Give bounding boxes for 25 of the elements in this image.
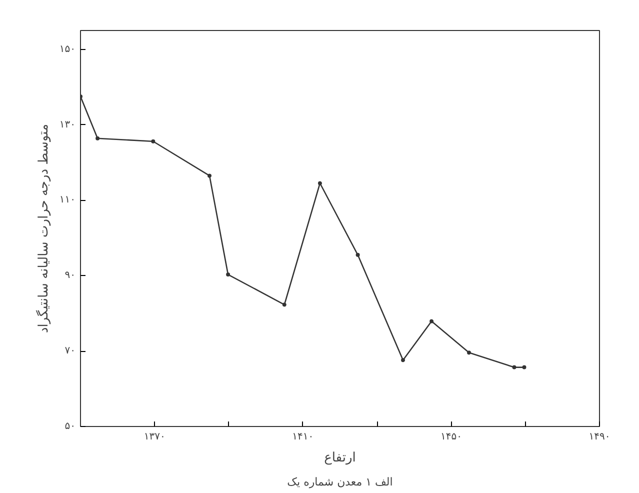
- point: [96, 136, 100, 140]
- point: [226, 272, 230, 277]
- point: [401, 358, 406, 362]
- x-tick-label: ۱۴۹۰: [588, 432, 610, 442]
- point: [151, 139, 156, 144]
- y-tick-label: ۱۳۰: [59, 119, 76, 130]
- point: [430, 319, 434, 324]
- y-axis-title: متوسط درجه حرارت سالیانه سانتیگراد: [35, 124, 52, 334]
- text: الف ۱ معدن شماره یک: [287, 476, 393, 488]
- x-tick-label: ۱۴۱۰: [292, 432, 314, 442]
- y-tick-label: ۹۰: [64, 270, 76, 282]
- point: [467, 350, 472, 355]
- point: [318, 181, 322, 186]
- x-tick-label: ۱۴۵۰: [440, 432, 462, 442]
- y-tick-label: ۷۰: [64, 346, 76, 357]
- point: [356, 252, 360, 257]
- x-axis-title: ارتفاع: [324, 450, 356, 466]
- y-tick-label: ۱۱۰: [59, 194, 76, 206]
- x-tick-label: ۱۳۷۰: [144, 432, 166, 442]
- point: [522, 365, 526, 370]
- point: [512, 365, 516, 370]
- point: [208, 174, 212, 178]
- y-tick-label: ۱۵۰: [59, 44, 76, 55]
- y-tick-label: ۵۰: [64, 421, 76, 432]
- point: [282, 302, 286, 307]
